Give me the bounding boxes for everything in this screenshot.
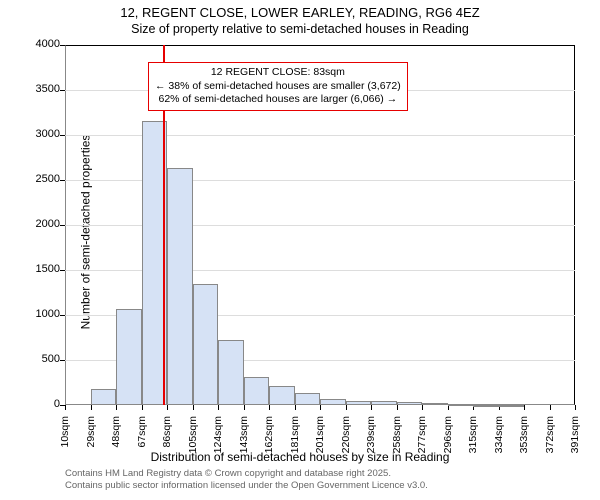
x-tick-label: 124sqm: [212, 416, 224, 466]
x-tick-label: 10sqm: [59, 416, 71, 466]
x-tick: [346, 405, 347, 410]
annotation-line3: 62% of semi-detached houses are larger (…: [155, 93, 401, 107]
x-tick: [320, 405, 321, 410]
histogram-bar: [422, 403, 448, 405]
histogram-bar: [244, 377, 270, 405]
x-tick: [575, 405, 576, 410]
histogram-bar: [218, 340, 244, 405]
y-tick-label: 2000: [20, 218, 60, 230]
x-tick-label: 143sqm: [238, 416, 250, 466]
x-tick: [295, 405, 296, 410]
x-tick-label: 372sqm: [544, 416, 556, 466]
x-tick-label: 391sqm: [569, 416, 581, 466]
histogram-bar: [346, 401, 372, 406]
y-tick-label: 3500: [20, 83, 60, 95]
histogram-bar: [116, 309, 142, 405]
x-tick: [65, 405, 66, 410]
histogram-bar: [397, 402, 423, 405]
x-tick: [422, 405, 423, 410]
chart-title-sub: Size of property relative to semi-detach…: [0, 22, 600, 36]
x-tick: [167, 405, 168, 410]
x-tick: [142, 405, 143, 410]
x-tick: [244, 405, 245, 410]
histogram-bar: [473, 405, 499, 407]
annotation-line2: ← 38% of semi-detached houses are smalle…: [155, 80, 401, 94]
histogram-bar: [269, 386, 295, 405]
footer-line2: Contains public sector information licen…: [65, 480, 428, 492]
y-tick-label: 3000: [20, 128, 60, 140]
histogram-bar: [91, 389, 117, 405]
chart-container: 12, REGENT CLOSE, LOWER EARLEY, READING,…: [0, 0, 600, 500]
histogram-bar: [193, 284, 219, 406]
x-tick: [116, 405, 117, 410]
x-tick-label: 296sqm: [442, 416, 454, 466]
x-tick-label: 86sqm: [161, 416, 173, 466]
histogram-bar: [295, 393, 321, 405]
y-tick-label: 500: [20, 353, 60, 365]
y-tick-label: 2500: [20, 173, 60, 185]
x-tick-label: 277sqm: [416, 416, 428, 466]
chart-title-main: 12, REGENT CLOSE, LOWER EARLEY, READING,…: [0, 5, 600, 20]
x-tick: [371, 405, 372, 410]
x-tick-label: 29sqm: [85, 416, 97, 466]
x-tick: [91, 405, 92, 410]
x-tick: [550, 405, 551, 410]
x-tick-label: 201sqm: [314, 416, 326, 466]
annotation-line1: 12 REGENT CLOSE: 83sqm: [155, 66, 401, 80]
x-tick-label: 67sqm: [136, 416, 148, 466]
x-tick-label: 334sqm: [493, 416, 505, 466]
footer-text: Contains HM Land Registry data © Crown c…: [65, 468, 428, 493]
x-tick: [269, 405, 270, 410]
histogram-bar: [371, 401, 397, 405]
y-tick-label: 1500: [20, 263, 60, 275]
x-tick-label: 48sqm: [110, 416, 122, 466]
histogram-bar: [499, 405, 525, 407]
footer-line1: Contains HM Land Registry data © Crown c…: [65, 468, 428, 480]
x-tick: [524, 405, 525, 410]
x-tick-label: 315sqm: [467, 416, 479, 466]
x-tick-label: 162sqm: [263, 416, 275, 466]
y-tick-label: 4000: [20, 38, 60, 50]
histogram-bar: [320, 399, 346, 405]
x-tick-label: 181sqm: [289, 416, 301, 466]
y-tick: [60, 45, 65, 46]
x-tick-label: 220sqm: [340, 416, 352, 466]
x-tick: [397, 405, 398, 410]
annotation-box: 12 REGENT CLOSE: 83sqm ← 38% of semi-det…: [148, 62, 408, 111]
histogram-bar: [167, 168, 193, 405]
x-tick-label: 258sqm: [391, 416, 403, 466]
y-tick-label: 1000: [20, 308, 60, 320]
x-tick-label: 353sqm: [518, 416, 530, 466]
x-tick: [193, 405, 194, 410]
y-tick-label: 0: [20, 398, 60, 410]
x-tick-label: 239sqm: [365, 416, 377, 466]
x-tick-label: 105sqm: [187, 416, 199, 466]
x-tick: [218, 405, 219, 410]
histogram-bar: [448, 404, 474, 406]
